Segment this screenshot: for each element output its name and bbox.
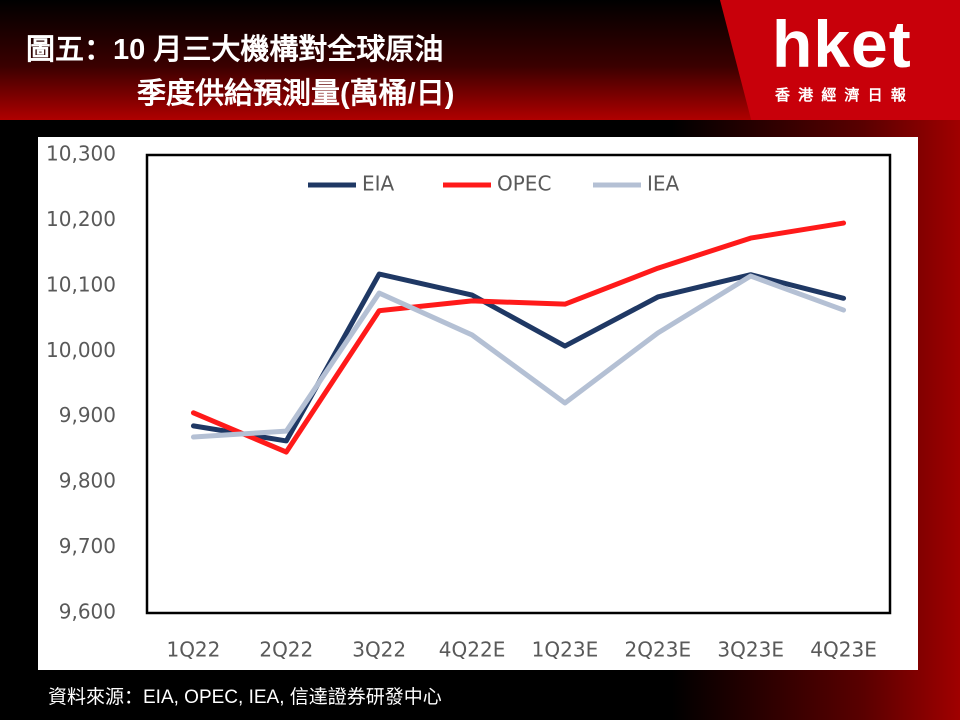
series-line [190, 273, 847, 440]
y-tick-label: 10,000 [46, 338, 116, 362]
y-tick-label: 9,800 [59, 469, 116, 493]
plot-frame [145, 153, 892, 615]
series-line [190, 271, 847, 444]
x-tick-label: 4Q23E [810, 638, 877, 662]
series-line [190, 220, 847, 455]
chart: 9,600 9,700 9,800 9,900 10,000 10,100 10,200 10… [38, 137, 918, 670]
x-tick-label: 4Q22E [439, 638, 506, 662]
logo-background [720, 0, 960, 120]
legend-label: IEA [647, 172, 680, 196]
legend-label: EIA [362, 172, 395, 196]
x-tick-label: 1Q23E [532, 638, 599, 662]
chart-title: 圖五：10 月三大機構對全球原油 [26, 34, 444, 66]
y-tick-label: 9,900 [59, 403, 116, 427]
x-tick-label: 2Q23E [625, 638, 692, 662]
logo: hket [772, 7, 912, 81]
x-tick-label: 3Q23E [717, 638, 784, 662]
chart-panel [38, 137, 918, 670]
y-tick-label: 10,100 [46, 272, 116, 296]
x-tick-label: 3Q22 [352, 638, 406, 662]
y-tick-label: 10,200 [46, 207, 116, 231]
y-tick-label: 9,600 [59, 600, 116, 624]
chart-subtitle: 季度供給預測量(萬桶/日) [137, 78, 455, 110]
y-tick-label: 10,300 [46, 142, 116, 166]
x-tick-label: 2Q22 [259, 638, 313, 662]
source-note: 資料來源：EIA, OPEC, IEA, 信達證券研發中心 [48, 687, 442, 708]
legend-label: OPEC [497, 172, 551, 196]
x-tick-label: 1Q22 [166, 638, 220, 662]
y-tick-label: 9,700 [59, 534, 116, 558]
brand-name: 香 港 經 濟 日 報 [775, 87, 908, 104]
